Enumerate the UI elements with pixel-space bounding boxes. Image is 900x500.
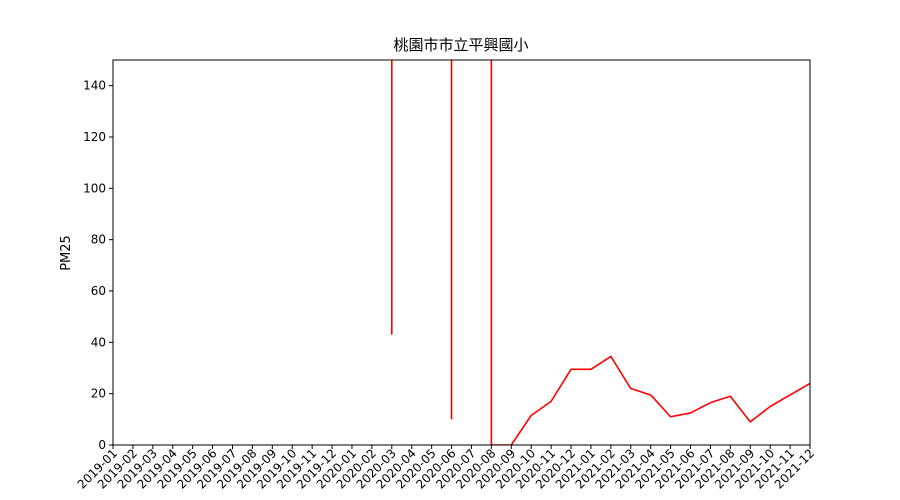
y-tick-label: 20 bbox=[91, 387, 106, 401]
y-tick-label: 120 bbox=[83, 130, 106, 144]
y-tick-label: 60 bbox=[91, 284, 106, 298]
series-layer bbox=[390, 60, 810, 445]
y-tick-label: 100 bbox=[83, 181, 106, 195]
plot-area-frame bbox=[112, 59, 811, 446]
y-tick-label: 80 bbox=[91, 233, 106, 247]
chart-title: 桃園市市立平興國小 bbox=[393, 36, 528, 54]
y-axis-label: PM25 bbox=[59, 235, 74, 271]
y-axis: 0 20 40 60 80 100 120 140 bbox=[83, 79, 113, 452]
x-axis: 2019-012019-022019-032019-042019-052019-… bbox=[75, 445, 817, 492]
y-tick-label: 40 bbox=[91, 335, 106, 349]
y-tick-label: 0 bbox=[98, 438, 106, 452]
series-line-segment bbox=[490, 60, 810, 445]
y-tick-label: 140 bbox=[83, 79, 106, 93]
